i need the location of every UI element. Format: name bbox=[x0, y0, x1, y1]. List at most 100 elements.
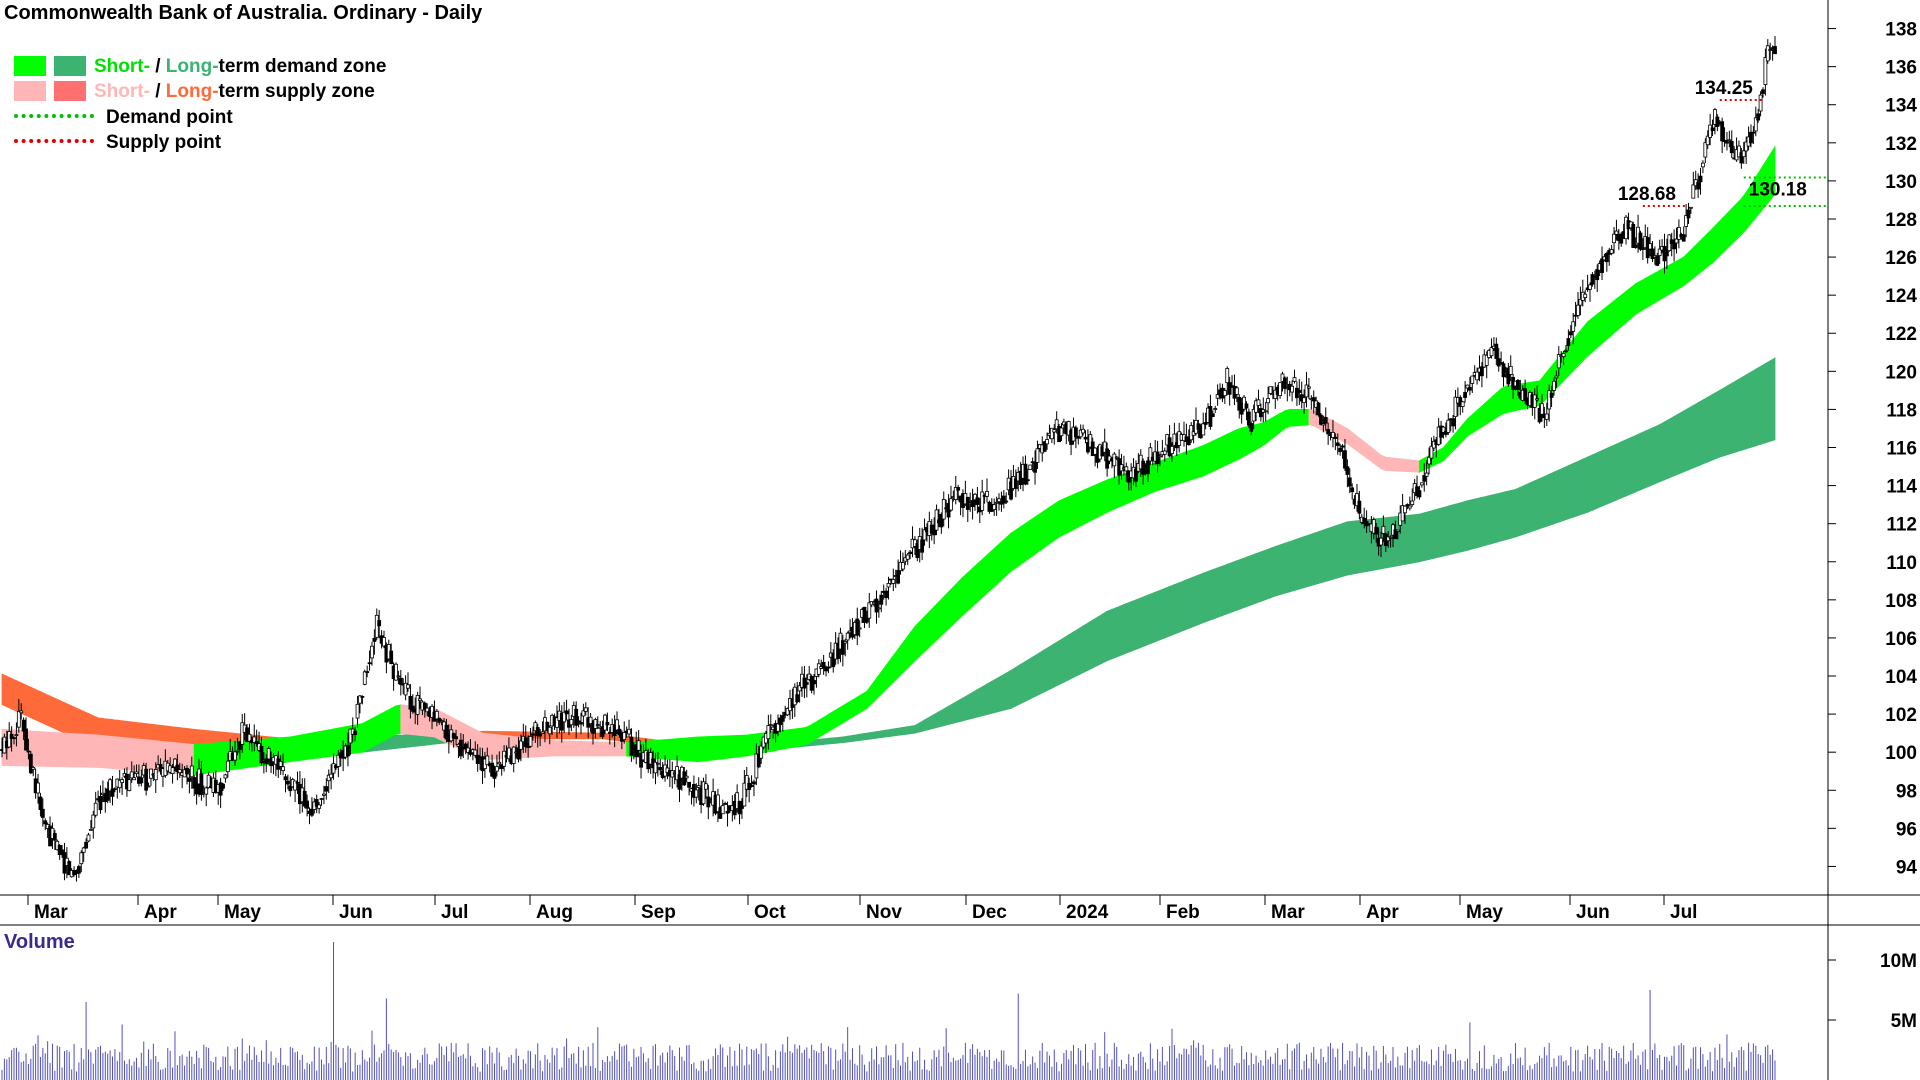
short-zone-segment bbox=[852, 696, 858, 718]
y-tick-label: 108 bbox=[1885, 591, 1917, 612]
short-zone-segment bbox=[698, 736, 704, 763]
long-zone-segment bbox=[1423, 510, 1430, 562]
candle-body bbox=[687, 781, 691, 788]
long-zone-segment bbox=[1558, 467, 1564, 523]
candle-body bbox=[358, 695, 362, 704]
short-zone-segment bbox=[1346, 427, 1353, 449]
long-zone-segment bbox=[1467, 499, 1473, 551]
candle-body bbox=[415, 695, 420, 715]
candle-body bbox=[1590, 274, 1595, 285]
long-zone-segment bbox=[587, 732, 594, 740]
long-zone-segment bbox=[818, 738, 825, 746]
short-zone-segment bbox=[299, 733, 306, 761]
long-zone-segment bbox=[1082, 622, 1089, 674]
short-zone-segment bbox=[213, 742, 219, 773]
long-zone-segment bbox=[414, 733, 421, 747]
long-zone-segment bbox=[1683, 407, 1689, 473]
long-zone-segment bbox=[1491, 493, 1497, 545]
candle-body bbox=[1595, 269, 1600, 281]
long-zone-segment bbox=[64, 701, 70, 736]
x-tick-label: Jun bbox=[1576, 902, 1610, 923]
y-tick-label: 128 bbox=[1885, 210, 1917, 231]
candle-body bbox=[1073, 427, 1078, 438]
short-zone-segment bbox=[1044, 506, 1050, 549]
candle-body bbox=[1708, 124, 1713, 138]
candle-body bbox=[766, 725, 771, 740]
short-zone-segment bbox=[1193, 446, 1199, 480]
long-zone-segment bbox=[938, 708, 945, 728]
candle-body bbox=[876, 607, 881, 610]
candle-body bbox=[1304, 384, 1309, 398]
candle-body bbox=[403, 682, 408, 696]
long-zone-segment bbox=[1294, 537, 1300, 591]
long-zone-segment bbox=[924, 716, 930, 732]
long-zone-segment bbox=[1241, 556, 1247, 610]
x-tick-label: Aug bbox=[536, 902, 573, 923]
long-zone-segment bbox=[1140, 595, 1146, 649]
short-zone-segment bbox=[837, 705, 844, 727]
candle-body bbox=[716, 794, 720, 813]
candle-body bbox=[1297, 389, 1302, 393]
long-zone-segment bbox=[919, 719, 925, 733]
long-zone-segment bbox=[1308, 532, 1315, 587]
short-zone-segment bbox=[1265, 418, 1271, 445]
candle-body bbox=[189, 765, 194, 778]
long-zone-segment bbox=[1164, 585, 1170, 639]
long-zone-segment bbox=[914, 722, 921, 734]
long-zone-segment bbox=[1649, 426, 1656, 487]
candle-body bbox=[302, 790, 307, 807]
long-zone-segment bbox=[986, 680, 993, 716]
candle-body bbox=[1561, 353, 1566, 358]
short-zone-segment bbox=[1769, 145, 1776, 202]
short-zone-segment bbox=[1592, 313, 1598, 353]
short-zone-segment bbox=[549, 739, 555, 757]
long-zone-segment bbox=[1567, 462, 1574, 520]
short-zone-segment bbox=[933, 600, 940, 644]
short-zone-segment bbox=[1649, 272, 1656, 307]
candle-body bbox=[1638, 232, 1643, 250]
candle-body bbox=[1331, 431, 1335, 439]
short-zone-segment bbox=[885, 657, 892, 691]
short-zone-segment bbox=[621, 742, 628, 757]
short-zone-segment bbox=[1697, 237, 1704, 276]
short-zone-segment bbox=[876, 670, 882, 700]
long-zone-segment bbox=[1764, 360, 1771, 444]
candle-body bbox=[511, 746, 516, 764]
short-zone-segment bbox=[1740, 191, 1747, 236]
candle-body bbox=[1049, 427, 1054, 440]
candle-body bbox=[785, 708, 790, 716]
candle-body bbox=[502, 750, 507, 767]
candle-body bbox=[997, 498, 1001, 503]
long-zone-segment bbox=[1659, 421, 1665, 483]
long-zone-segment bbox=[40, 691, 46, 725]
candle-body bbox=[908, 551, 913, 555]
long-zone-segment bbox=[1222, 563, 1228, 617]
candle-body bbox=[170, 767, 175, 774]
long-zone-segment bbox=[1697, 399, 1704, 467]
y-tick-label: 134 bbox=[1885, 96, 1917, 117]
short-zone-segment bbox=[313, 731, 320, 759]
short-zone-segment bbox=[1178, 451, 1185, 485]
long-zone-segment bbox=[1313, 531, 1319, 586]
candle-body bbox=[204, 787, 209, 795]
candle-body bbox=[221, 783, 225, 789]
candle-body bbox=[88, 828, 93, 831]
short-zone-segment bbox=[832, 707, 839, 730]
long-zone-segment bbox=[1087, 619, 1094, 671]
short-zone-segment bbox=[381, 710, 387, 743]
long-zone-segment bbox=[395, 734, 402, 749]
candle-body bbox=[744, 775, 749, 790]
short-zone-segment bbox=[1596, 309, 1603, 349]
candle-body bbox=[492, 771, 497, 779]
short-zone-segment bbox=[1721, 212, 1728, 255]
short-zone-segment bbox=[866, 683, 873, 710]
candle-body bbox=[1333, 436, 1338, 439]
short-zone-segment bbox=[203, 742, 210, 775]
candle-body bbox=[346, 744, 350, 757]
candle-body bbox=[949, 498, 953, 511]
long-zone-segment bbox=[1015, 663, 1022, 707]
candle-body bbox=[1451, 418, 1455, 427]
candle-body bbox=[1578, 298, 1583, 306]
x-tick-label: Jun bbox=[339, 902, 373, 923]
x-tick-label: Oct bbox=[754, 902, 786, 923]
